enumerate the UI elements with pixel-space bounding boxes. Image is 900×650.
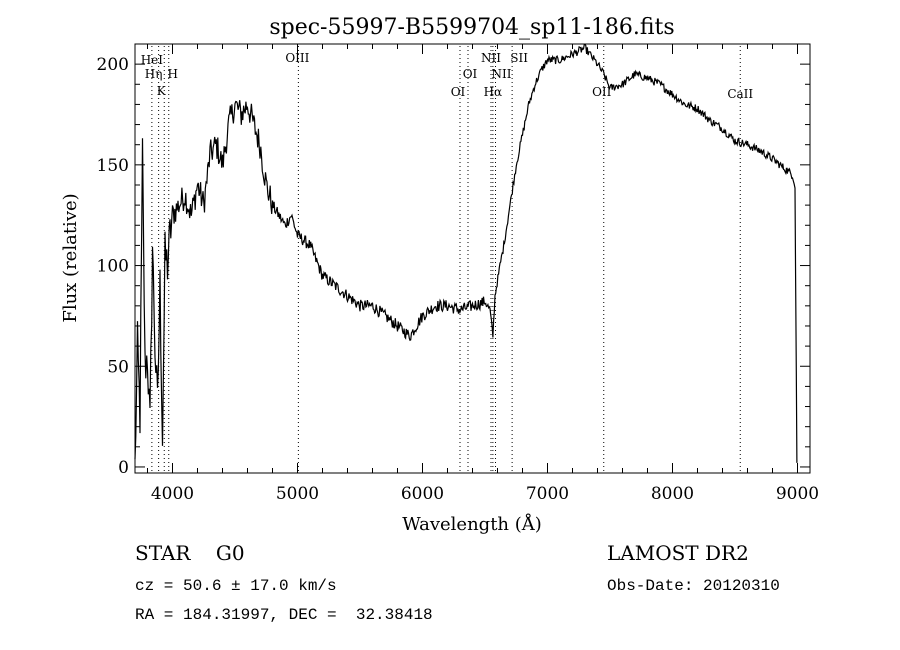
x-axis-label: Wavelength (Å) xyxy=(402,513,542,535)
spectral-line-label: HeI xyxy=(141,53,164,67)
spectral-line-label: OIII xyxy=(285,51,309,65)
y-tick-label: 200 xyxy=(97,55,129,75)
spectral-line-label: OII xyxy=(592,85,612,99)
plot-frame xyxy=(134,43,811,474)
chart-title: spec-55997-B5599704_sp11-186.fits xyxy=(269,15,674,40)
y-axis-ticks: 0 50 100 150 200 xyxy=(97,55,810,478)
y-axis-label: Flux (relative) xyxy=(60,193,81,322)
x-tick-label: 4000 xyxy=(151,484,194,504)
spectral-line-label: Hα xyxy=(484,85,503,99)
y-tick-label: 100 xyxy=(97,257,129,277)
x-tick-label: 8000 xyxy=(651,484,694,504)
spectral-line-label: NII xyxy=(492,67,512,81)
spectral-line-label: CaII xyxy=(727,87,753,101)
x-tick-label: 9000 xyxy=(776,484,819,504)
spectrum-line xyxy=(134,43,798,463)
spectral-line-label: Hη xyxy=(145,67,163,81)
spectral-line-label: NII xyxy=(481,51,501,65)
obs-date-label: Obs-Date: 20120310 xyxy=(607,577,780,595)
spectral-line-label: K xyxy=(157,84,167,98)
object-class-label: STAR G0 xyxy=(135,541,245,565)
spectral-line-label: SII xyxy=(510,51,528,65)
spectral-line-label: OI xyxy=(463,67,478,81)
x-axis-ticks: 4000 5000 6000 7000 8000 9000 xyxy=(147,44,819,504)
x-tick-label: 6000 xyxy=(401,484,444,504)
x-tick-label: 7000 xyxy=(526,484,569,504)
x-tick-label: 5000 xyxy=(276,484,319,504)
spectral-line-label: OI xyxy=(451,85,466,99)
y-tick-label: 50 xyxy=(107,357,129,377)
coordinates-label: RA = 184.31997, DEC = 32.38418 xyxy=(135,606,433,624)
y-tick-label: 0 xyxy=(118,458,129,478)
survey-label: LAMOST DR2 xyxy=(607,541,749,565)
y-tick-label: 150 xyxy=(97,156,129,176)
spectral-line-label: H xyxy=(168,67,178,81)
redshift-label: cz = 50.6 ± 17.0 km/s xyxy=(135,577,337,595)
